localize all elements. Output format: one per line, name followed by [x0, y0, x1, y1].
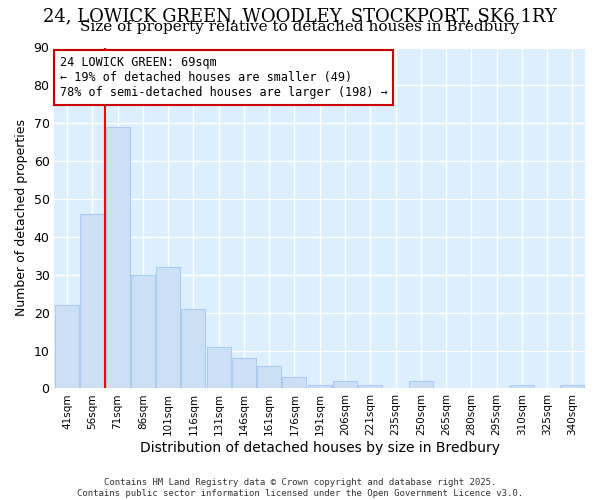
- Bar: [106, 127, 130, 388]
- Bar: [181, 309, 205, 388]
- Bar: [232, 358, 256, 388]
- Bar: [560, 384, 584, 388]
- Bar: [131, 275, 155, 388]
- Bar: [333, 381, 357, 388]
- X-axis label: Distribution of detached houses by size in Bredbury: Distribution of detached houses by size …: [140, 441, 500, 455]
- Bar: [156, 267, 180, 388]
- Bar: [283, 377, 307, 388]
- Bar: [80, 214, 104, 388]
- Bar: [55, 305, 79, 388]
- Bar: [510, 384, 534, 388]
- Bar: [206, 347, 230, 389]
- Text: Contains HM Land Registry data © Crown copyright and database right 2025.
Contai: Contains HM Land Registry data © Crown c…: [77, 478, 523, 498]
- Bar: [409, 381, 433, 388]
- Bar: [358, 384, 382, 388]
- Text: Size of property relative to detached houses in Bredbury: Size of property relative to detached ho…: [80, 20, 520, 34]
- Text: 24 LOWICK GREEN: 69sqm
← 19% of detached houses are smaller (49)
78% of semi-det: 24 LOWICK GREEN: 69sqm ← 19% of detached…: [60, 56, 388, 99]
- Y-axis label: Number of detached properties: Number of detached properties: [15, 120, 28, 316]
- Bar: [308, 384, 332, 388]
- Bar: [257, 366, 281, 388]
- Text: 24, LOWICK GREEN, WOODLEY, STOCKPORT, SK6 1RY: 24, LOWICK GREEN, WOODLEY, STOCKPORT, SK…: [43, 8, 557, 26]
